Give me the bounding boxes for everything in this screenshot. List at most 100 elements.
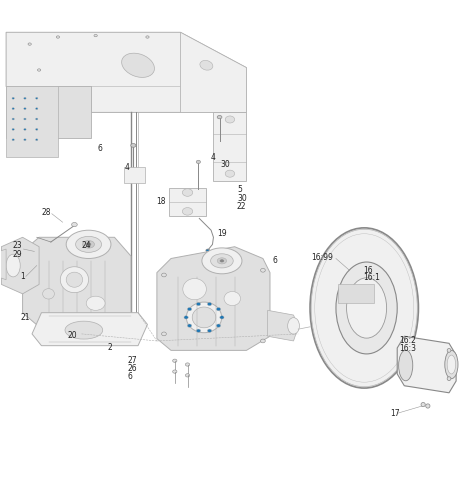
Text: 16:1: 16:1	[363, 273, 380, 282]
Ellipse shape	[288, 318, 300, 334]
Ellipse shape	[36, 108, 38, 109]
Ellipse shape	[146, 36, 149, 38]
Ellipse shape	[82, 241, 94, 248]
Ellipse shape	[187, 324, 191, 327]
Text: 30: 30	[220, 160, 230, 169]
Ellipse shape	[202, 248, 242, 274]
Text: 16:2: 16:2	[400, 335, 417, 345]
Ellipse shape	[56, 36, 60, 38]
Ellipse shape	[86, 243, 91, 246]
Ellipse shape	[184, 316, 188, 319]
Ellipse shape	[162, 273, 166, 277]
Ellipse shape	[76, 236, 101, 252]
Ellipse shape	[66, 230, 111, 258]
Ellipse shape	[24, 97, 26, 99]
Ellipse shape	[43, 288, 55, 299]
Ellipse shape	[217, 258, 227, 264]
Ellipse shape	[225, 116, 235, 123]
Text: 27: 27	[128, 356, 137, 365]
Polygon shape	[181, 32, 246, 112]
Ellipse shape	[12, 139, 14, 141]
Ellipse shape	[336, 262, 397, 354]
Ellipse shape	[12, 97, 14, 99]
Text: 30: 30	[237, 194, 247, 203]
Text: 4: 4	[211, 152, 216, 162]
Ellipse shape	[261, 339, 265, 343]
Ellipse shape	[447, 348, 451, 352]
Text: 23: 23	[13, 241, 23, 250]
Ellipse shape	[65, 321, 103, 339]
Text: 5: 5	[237, 185, 242, 194]
Ellipse shape	[86, 296, 105, 310]
Text: 16:99: 16:99	[311, 253, 333, 261]
Text: 28: 28	[41, 208, 51, 217]
Ellipse shape	[216, 324, 220, 327]
Text: 16: 16	[363, 266, 373, 275]
Ellipse shape	[217, 116, 222, 119]
Ellipse shape	[173, 359, 177, 363]
Ellipse shape	[185, 363, 190, 366]
Ellipse shape	[122, 53, 155, 77]
Ellipse shape	[447, 355, 456, 374]
Polygon shape	[157, 247, 270, 350]
Ellipse shape	[206, 249, 210, 252]
Ellipse shape	[196, 329, 201, 333]
Ellipse shape	[36, 118, 38, 120]
Ellipse shape	[261, 269, 265, 272]
Polygon shape	[268, 310, 298, 341]
Ellipse shape	[36, 139, 38, 141]
Polygon shape	[397, 336, 456, 393]
Text: 6: 6	[98, 144, 103, 153]
Ellipse shape	[208, 302, 212, 306]
Text: 24: 24	[82, 241, 91, 250]
Ellipse shape	[66, 272, 82, 287]
Text: 6: 6	[128, 372, 133, 381]
Text: 17: 17	[390, 408, 400, 418]
Ellipse shape	[196, 302, 201, 306]
Ellipse shape	[220, 260, 224, 262]
Polygon shape	[32, 313, 147, 346]
Ellipse shape	[346, 278, 387, 338]
Ellipse shape	[36, 97, 38, 99]
Ellipse shape	[182, 189, 193, 197]
Ellipse shape	[421, 403, 425, 407]
Ellipse shape	[24, 128, 26, 130]
Ellipse shape	[12, 118, 14, 120]
Polygon shape	[6, 87, 58, 157]
Ellipse shape	[60, 267, 89, 293]
Ellipse shape	[162, 332, 166, 336]
Polygon shape	[0, 249, 6, 280]
Ellipse shape	[185, 374, 190, 377]
Ellipse shape	[210, 254, 233, 268]
Ellipse shape	[131, 144, 136, 147]
Ellipse shape	[182, 208, 193, 215]
Ellipse shape	[173, 370, 177, 373]
Ellipse shape	[224, 291, 240, 305]
Ellipse shape	[192, 307, 216, 328]
Ellipse shape	[220, 316, 224, 319]
Text: 6: 6	[273, 257, 277, 265]
Ellipse shape	[200, 60, 213, 70]
Polygon shape	[213, 112, 246, 181]
Ellipse shape	[445, 350, 458, 378]
Ellipse shape	[28, 43, 31, 45]
Ellipse shape	[310, 228, 419, 388]
Polygon shape	[23, 237, 131, 327]
Ellipse shape	[36, 128, 38, 130]
Ellipse shape	[24, 118, 26, 120]
Polygon shape	[124, 166, 145, 183]
Text: 18: 18	[156, 197, 165, 206]
Ellipse shape	[216, 307, 220, 311]
Ellipse shape	[94, 34, 97, 37]
Ellipse shape	[426, 404, 430, 408]
Ellipse shape	[72, 223, 77, 227]
Ellipse shape	[208, 329, 212, 333]
Polygon shape	[1, 237, 39, 294]
Text: 20: 20	[67, 331, 77, 340]
Ellipse shape	[196, 160, 201, 164]
Text: 22: 22	[237, 202, 246, 211]
Ellipse shape	[12, 108, 14, 109]
Text: 21: 21	[20, 313, 30, 322]
Polygon shape	[6, 32, 246, 112]
Text: 29: 29	[13, 250, 23, 259]
